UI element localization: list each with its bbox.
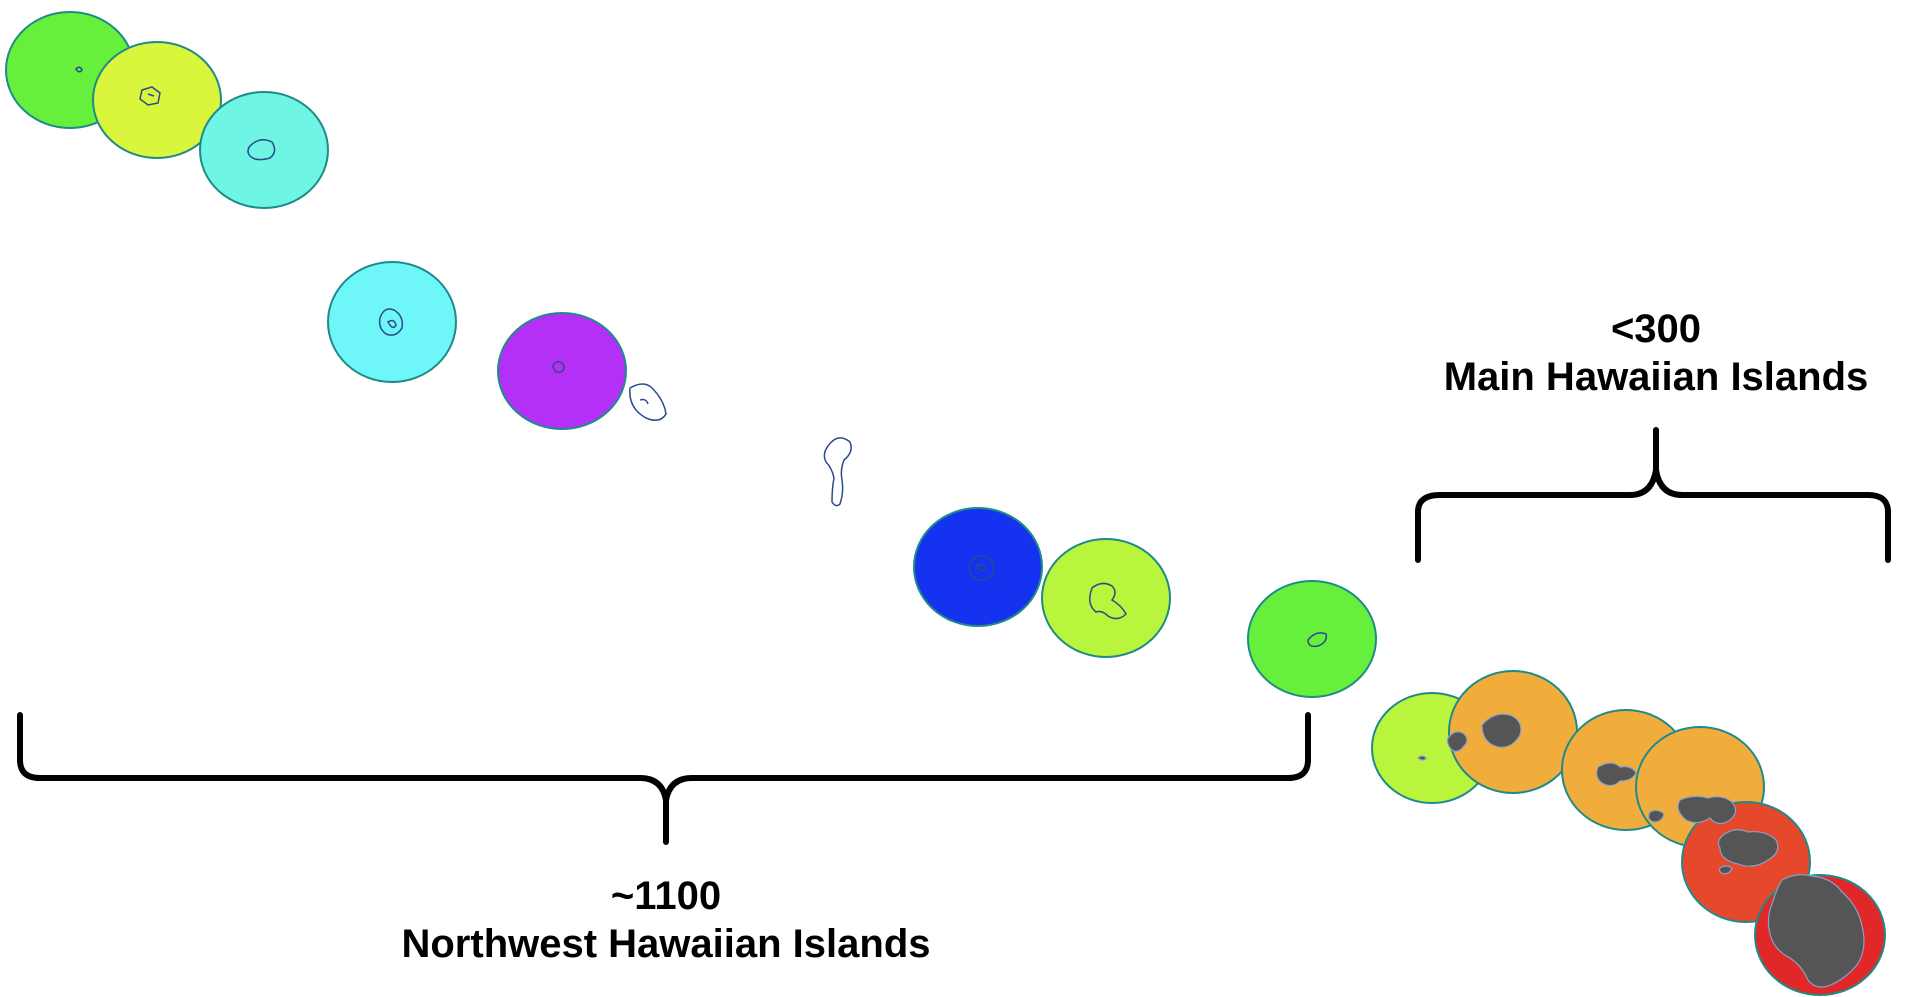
island-maui	[1717, 829, 1779, 867]
island-oahu	[1481, 713, 1522, 748]
island-outline	[247, 139, 276, 161]
main-islands-count: <300	[1610, 307, 1702, 351]
main-island-shapes	[1417, 713, 1865, 988]
island-circle	[327, 261, 457, 383]
island-outline	[75, 66, 83, 73]
northwest-islands-bracket	[17, 712, 1311, 845]
island-outline	[629, 383, 667, 421]
northwest-islands-circles	[5, 11, 1377, 698]
northwest-island-outlines	[75, 66, 1328, 648]
island-outline	[1307, 632, 1328, 648]
island-big-island	[1767, 874, 1865, 988]
island-circle	[913, 507, 1043, 627]
island-circle	[199, 91, 329, 209]
island-outline	[823, 437, 852, 507]
island-outline	[968, 555, 995, 581]
island-outline	[139, 86, 161, 106]
island-outline	[552, 361, 565, 374]
island-circle	[1247, 580, 1377, 698]
island-outline	[378, 308, 404, 336]
island-molokai	[1596, 762, 1637, 787]
northwest-islands-count: ~1100	[610, 874, 722, 918]
northwest-islands-label: ~1100 Northwest Hawaiian Islands	[366, 872, 966, 968]
island-kauai	[1446, 731, 1468, 752]
island-kahoolawe	[1718, 865, 1733, 875]
main-islands-bracket	[1415, 427, 1891, 563]
island-outline	[1089, 582, 1127, 620]
main-islands-label: <300 Main Hawaiian Islands	[1356, 305, 1920, 401]
island-circle	[1041, 538, 1171, 658]
island-lanai	[1648, 809, 1665, 823]
island-niihau	[1417, 755, 1427, 761]
main-islands-name: Main Hawaiian Islands	[1443, 355, 1869, 399]
island-maui-group	[1677, 795, 1737, 825]
island-circle	[92, 41, 222, 159]
northwest-islands-name: Northwest Hawaiian Islands	[401, 922, 931, 966]
